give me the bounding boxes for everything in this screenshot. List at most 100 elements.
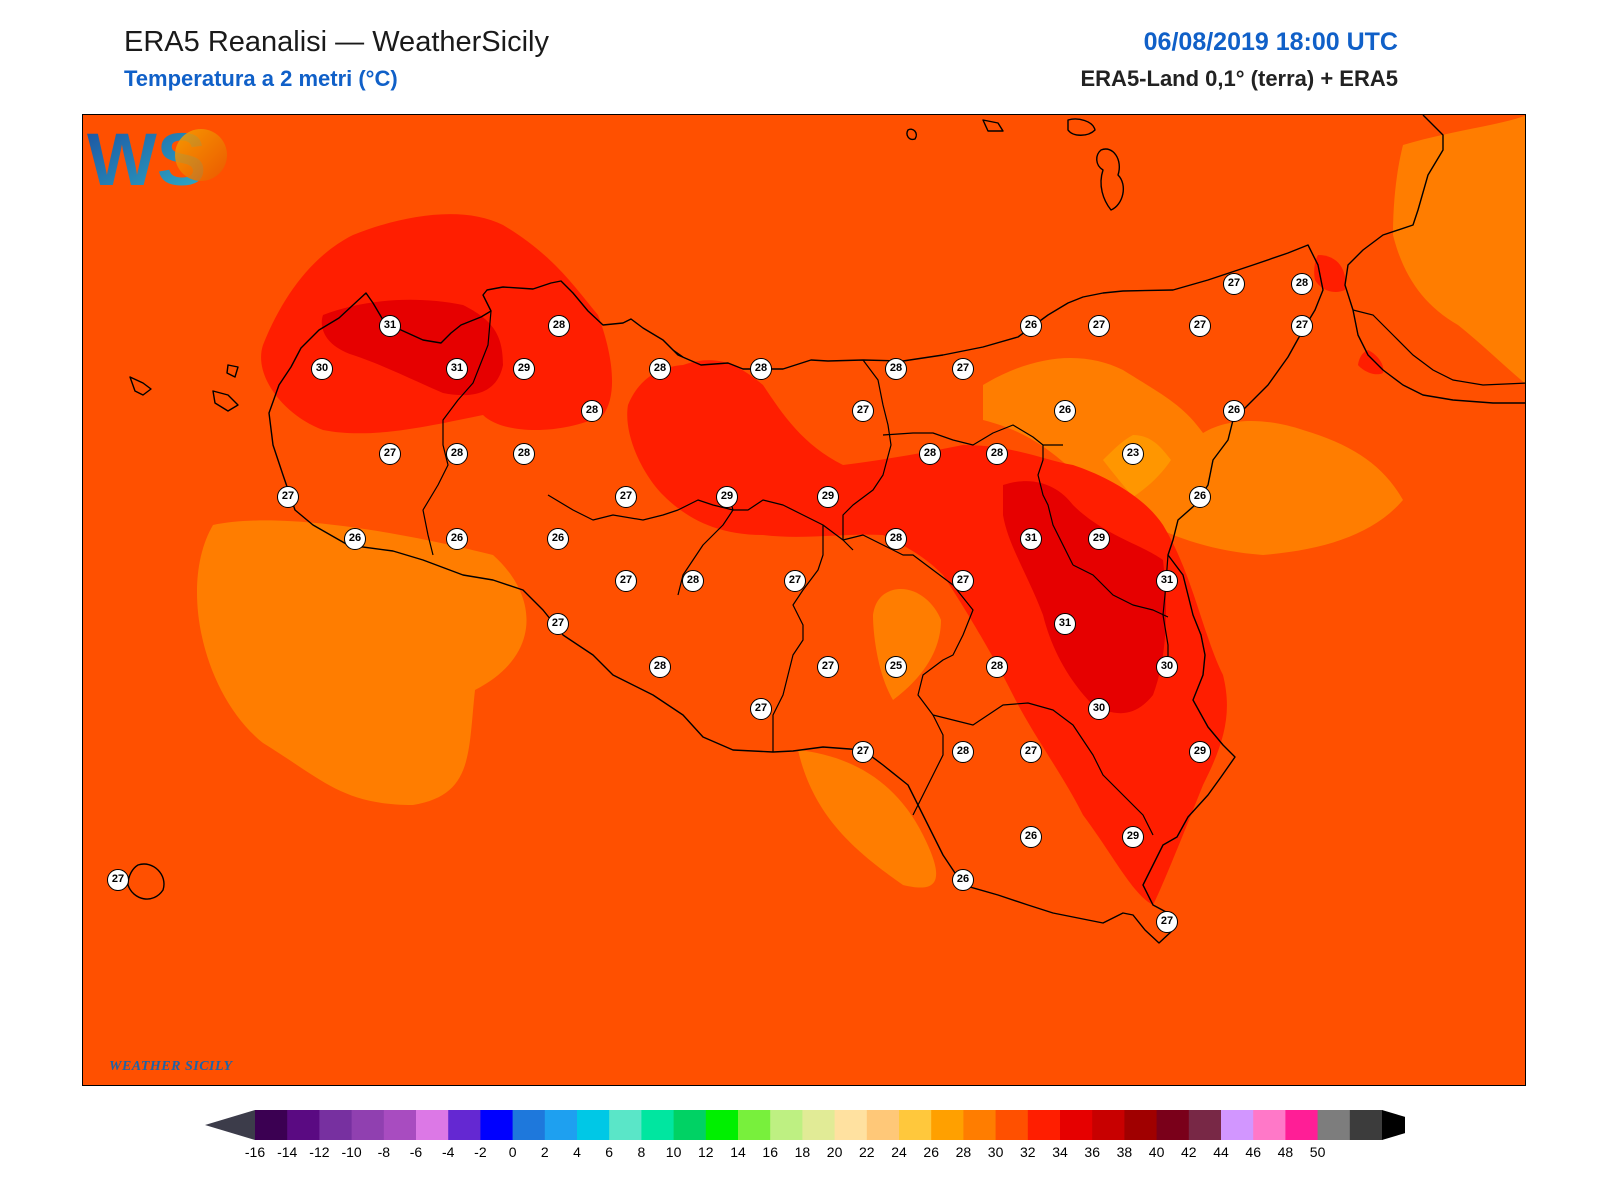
station-marker: 27: [615, 570, 637, 592]
station-marker: 29: [1088, 528, 1110, 550]
colorbar-swatch: [866, 1110, 900, 1140]
station-marker: 28: [986, 443, 1008, 465]
field-28-central: [627, 360, 1227, 905]
colorbar-tick-label: 14: [730, 1144, 746, 1160]
colorbar-swatch: [641, 1110, 675, 1140]
colorbar-tick-label: 2: [541, 1144, 549, 1160]
sicily-coastline: [127, 118, 1324, 944]
station-marker: 28: [885, 528, 907, 550]
station-marker: 26: [344, 528, 366, 550]
station-marker: 31: [1156, 570, 1178, 592]
station-marker: 28: [682, 570, 704, 592]
colorbar-tick-label: 28: [956, 1144, 972, 1160]
colorbar-tick-label: -14: [277, 1144, 297, 1160]
station-marker: 29: [1122, 826, 1144, 848]
field-22-etna: [1103, 435, 1171, 497]
colorbar-tick-label: 48: [1278, 1144, 1294, 1160]
station-marker: 29: [513, 358, 535, 380]
colorbar-swatch: [383, 1110, 417, 1140]
colorbar-swatch: [1092, 1110, 1125, 1140]
station-marker: 27: [784, 570, 806, 592]
colorbar-swatch: [577, 1110, 610, 1140]
colorbar-swatch: [255, 1110, 288, 1140]
colorbar-tick-label: 12: [698, 1144, 714, 1160]
colorbar-tick-label: 32: [1020, 1144, 1036, 1160]
colorbar-tick-label: 30: [988, 1144, 1004, 1160]
station-marker: 28: [919, 443, 941, 465]
station-marker: 27: [1291, 315, 1313, 337]
colorbar-swatch: [512, 1110, 546, 1140]
station-marker: 27: [277, 486, 299, 508]
colorbar-tick-label: 26: [923, 1144, 939, 1160]
colorbar-swatch: [544, 1110, 578, 1140]
colorbar-low-extend: [205, 1110, 255, 1140]
station-marker: 28: [649, 358, 671, 380]
colorbar-swatch: [351, 1110, 385, 1140]
station-marker: 28: [986, 656, 1008, 678]
colorbar-tick-label: 6: [605, 1144, 613, 1160]
calabria-region-border: [1352, 309, 1525, 386]
station-marker: 27: [1156, 911, 1178, 933]
colorbar-swatch: [705, 1110, 739, 1140]
station-marker: 31: [1054, 613, 1076, 635]
colorbar-tick-label: 42: [1181, 1144, 1197, 1160]
colorbar-swatch: [963, 1110, 997, 1140]
station-marker: 30: [1156, 656, 1178, 678]
station-marker: 27: [547, 613, 569, 635]
station-marker: 27: [817, 656, 839, 678]
colorbar-tick-label: -12: [309, 1144, 329, 1160]
coastlines: [127, 115, 1525, 944]
station-marker: 28: [649, 656, 671, 678]
colorbar-swatch: [995, 1110, 1029, 1140]
colorbar-tick-label: -6: [410, 1144, 423, 1160]
station-marker: 27: [615, 486, 637, 508]
station-marker: 27: [952, 570, 974, 592]
colorbar-tick-label: 4: [573, 1144, 581, 1160]
field-28-calabria: [1358, 350, 1384, 375]
station-marker: 29: [817, 486, 839, 508]
station-marker: 27: [1189, 315, 1211, 337]
station-marker: 26: [1223, 400, 1245, 422]
field-24-sw: [197, 520, 527, 805]
colorbar-swatch: [1285, 1110, 1319, 1140]
station-marker: 26: [547, 528, 569, 550]
calabria-coastline: [1344, 115, 1525, 404]
station-marker: 27: [379, 443, 401, 465]
station-marker: 29: [1189, 741, 1211, 763]
field-24-se: [798, 750, 937, 888]
weather-sicily-logo-text: WEATHER SICILY: [109, 1059, 233, 1074]
station-marker: 30: [311, 358, 333, 380]
map-title: ERA5 Reanalisi — WeatherSicily: [124, 26, 549, 58]
colorbar-tick-label: -10: [341, 1144, 361, 1160]
colorbar-swatch: [802, 1110, 836, 1140]
station-marker: 28: [952, 741, 974, 763]
station-marker: 23: [1122, 443, 1144, 465]
station-marker: 27: [750, 698, 772, 720]
station-marker: 31: [1020, 528, 1042, 550]
colorbar-tick-label: 34: [1052, 1144, 1068, 1160]
colorbar-swatch: [770, 1110, 803, 1140]
colorbar-tick-label: -2: [474, 1144, 487, 1160]
colorbar-swatch: [287, 1110, 320, 1140]
station-marker: 27: [107, 869, 129, 891]
colorbar-tick-label: -8: [378, 1144, 391, 1160]
station-marker: 31: [379, 315, 401, 337]
colorbar-high-extend: [1382, 1110, 1405, 1140]
station-marker: 27: [852, 741, 874, 763]
colorbar-tick-label: 50: [1310, 1144, 1326, 1160]
logo-sun: [175, 129, 227, 181]
colorbar-tick-label: 44: [1213, 1144, 1229, 1160]
station-marker: 27: [1088, 315, 1110, 337]
colorbar-tick-label: 16: [762, 1144, 778, 1160]
field-24-ne: [983, 358, 1403, 555]
colorbar-tick-label: 10: [666, 1144, 682, 1160]
colorbar-swatch: [448, 1110, 481, 1140]
colorbar-swatch: [1124, 1110, 1158, 1140]
colorbar-swatch: [899, 1110, 932, 1140]
station-marker: 28: [885, 358, 907, 380]
station-marker: 26: [1020, 826, 1042, 848]
colorbar-tick-label: 22: [859, 1144, 875, 1160]
colorbar-swatch: [1188, 1110, 1222, 1140]
colorbar-tick-label: 38: [1117, 1144, 1133, 1160]
station-marker: 26: [1020, 315, 1042, 337]
